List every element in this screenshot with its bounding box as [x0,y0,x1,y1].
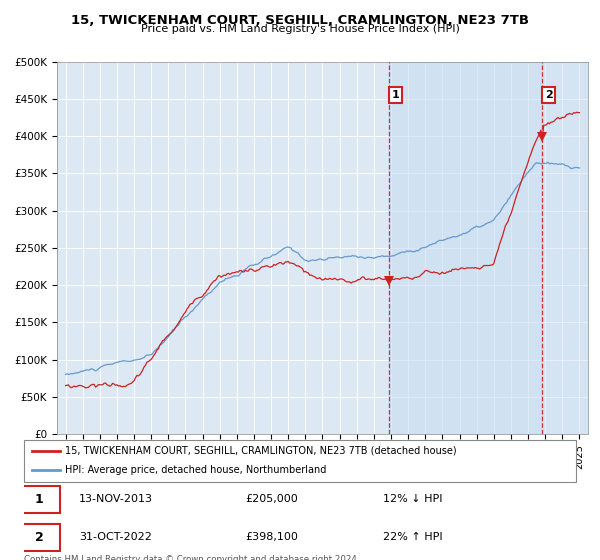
Text: 13-NOV-2013: 13-NOV-2013 [79,494,153,505]
FancyBboxPatch shape [24,440,576,482]
Text: HPI: Average price, detached house, Northumberland: HPI: Average price, detached house, Nort… [65,465,327,475]
Text: £205,000: £205,000 [245,494,298,505]
Text: 2: 2 [545,90,553,100]
Text: 1: 1 [391,90,399,100]
Text: Contains HM Land Registry data © Crown copyright and database right 2024.
This d: Contains HM Land Registry data © Crown c… [24,555,359,560]
FancyBboxPatch shape [19,486,60,513]
Text: 15, TWICKENHAM COURT, SEGHILL, CRAMLINGTON, NE23 7TB: 15, TWICKENHAM COURT, SEGHILL, CRAMLINGT… [71,14,529,27]
Bar [542,62,588,434]
Text: 22% ↑ HPI: 22% ↑ HPI [383,532,442,542]
Text: £398,100: £398,100 [245,532,298,542]
Bar [389,62,542,434]
Bar [542,62,588,434]
Text: 31-OCT-2022: 31-OCT-2022 [79,532,152,542]
Text: 1: 1 [35,493,44,506]
FancyBboxPatch shape [19,524,60,551]
Text: Price paid vs. HM Land Registry's House Price Index (HPI): Price paid vs. HM Land Registry's House … [140,24,460,34]
Text: 15, TWICKENHAM COURT, SEGHILL, CRAMLINGTON, NE23 7TB (detached house): 15, TWICKENHAM COURT, SEGHILL, CRAMLINGT… [65,446,457,456]
Text: 2: 2 [35,531,44,544]
Text: 12% ↓ HPI: 12% ↓ HPI [383,494,442,505]
